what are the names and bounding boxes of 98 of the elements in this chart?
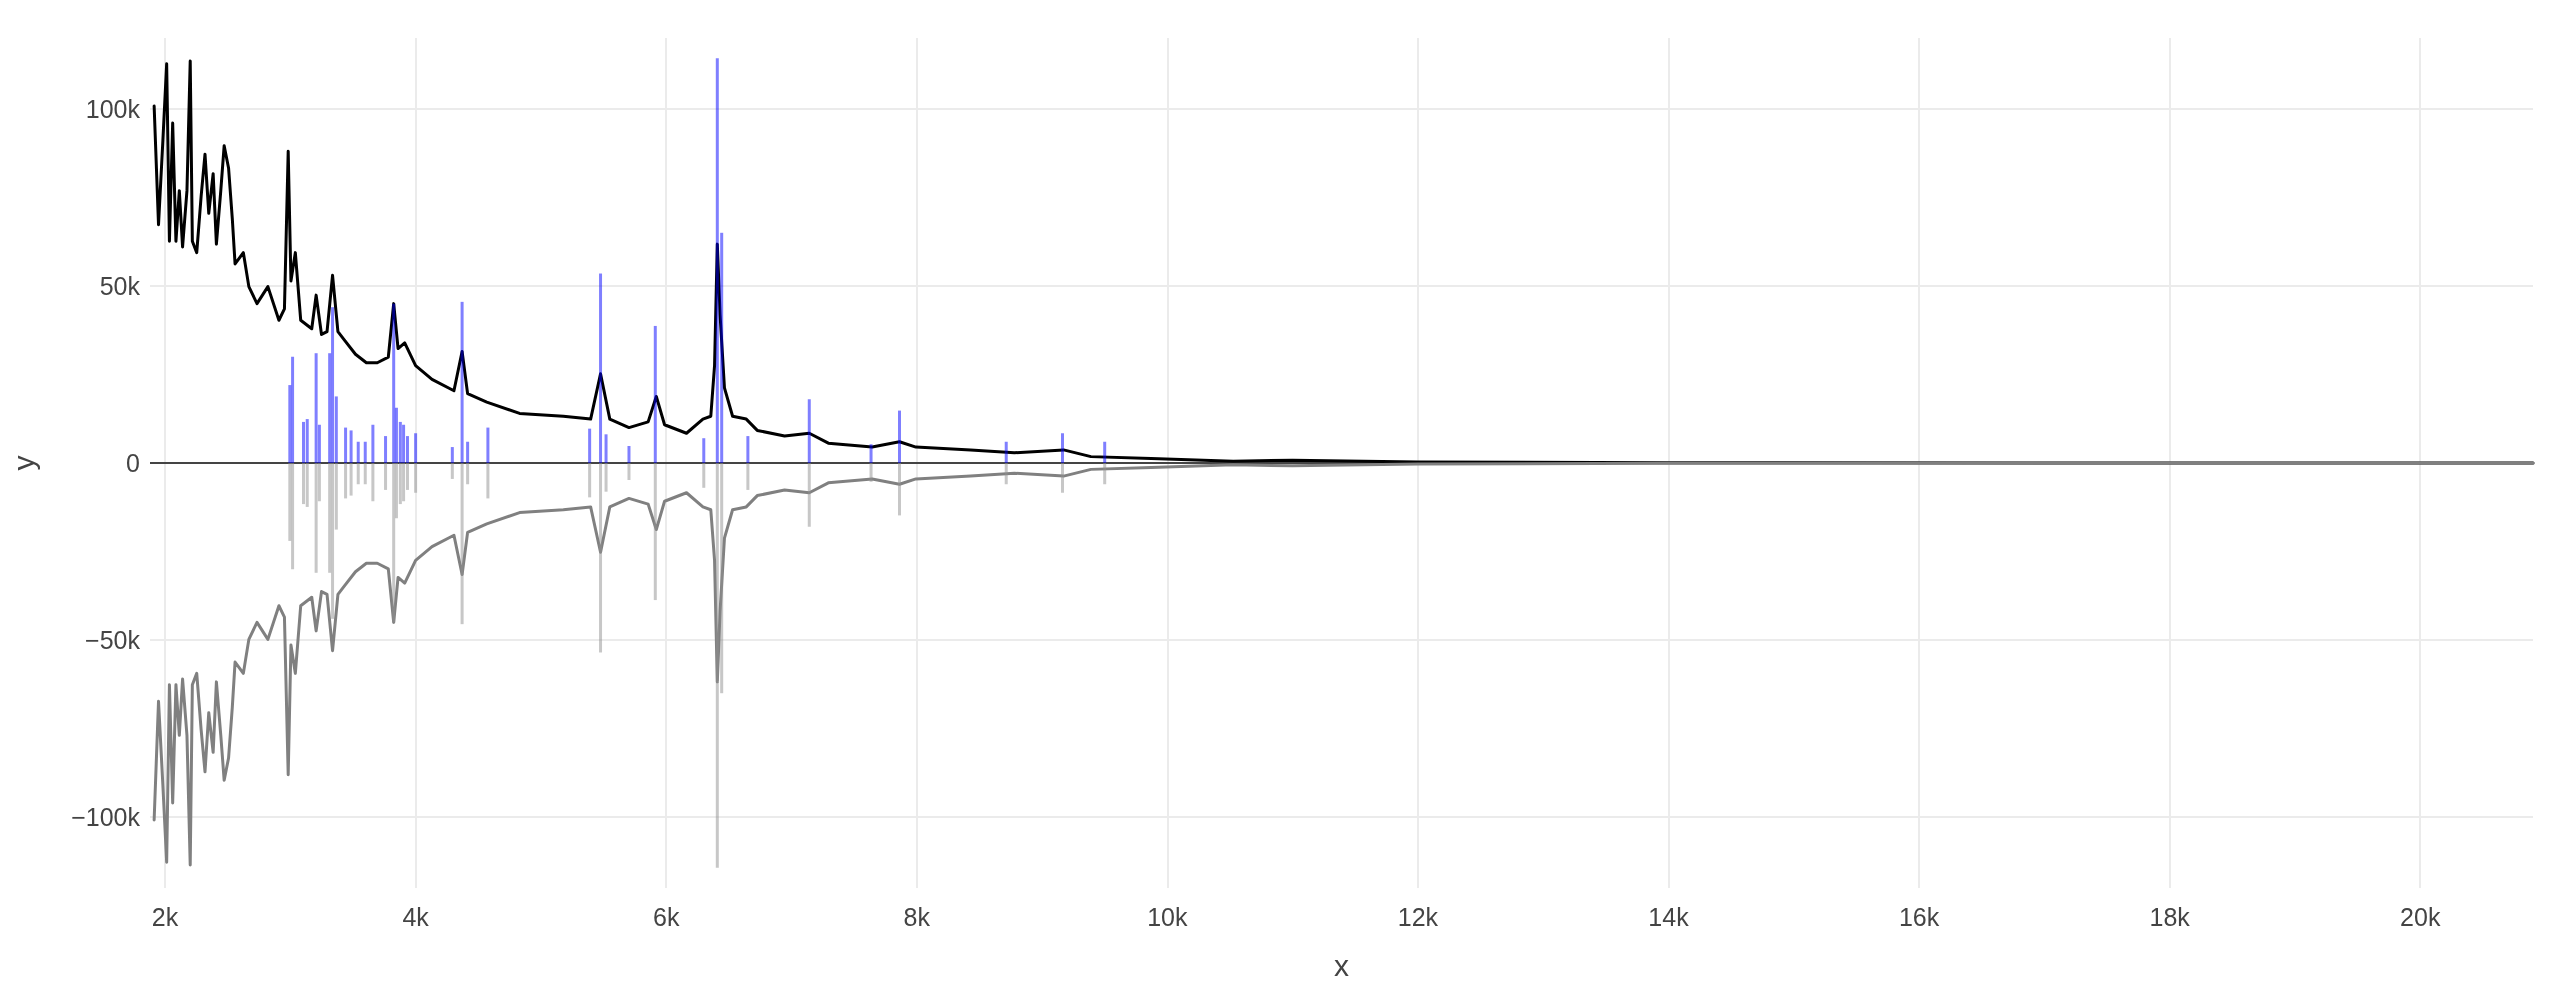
y-tick-label: −100k [71,803,141,832]
x-tick-label: 14k [1648,902,1690,931]
bar [349,463,353,496]
bar [807,399,811,463]
bar [466,441,470,463]
bar [869,463,873,482]
bar [807,463,811,527]
bar [460,301,464,463]
bar [334,396,338,463]
bar [314,463,318,573]
x-tick-label: 18k [2149,902,2191,931]
bar [291,356,295,463]
x-tick-label: 4k [402,902,430,931]
bar [897,410,901,463]
bar [627,446,631,463]
bar [402,463,406,502]
bar [1004,441,1008,463]
bar [288,385,292,463]
bar [599,463,603,653]
bar [599,273,603,463]
bar [627,463,631,480]
x-tick-label: 20k [2400,902,2441,931]
y-tick-label: 100k [85,94,141,123]
bar [588,463,592,498]
bar [363,441,367,463]
bar [291,463,295,570]
bar [344,463,348,499]
bar [398,421,402,463]
bar [384,463,388,490]
bar [604,434,608,463]
x-tick-label: 16k [1898,902,1940,931]
bar [371,463,375,502]
x-tick-label: 8k [903,902,931,931]
y-tick-label: 50k [99,271,141,300]
bar [288,463,292,541]
y-axis-title: y [6,455,40,471]
bar [363,463,367,485]
bar [301,463,305,505]
bar [414,433,418,463]
bar [384,436,388,463]
x-axis-title: x [1334,948,1349,982]
bar [405,463,409,490]
bar [394,463,398,519]
bar [371,424,375,463]
bar [314,353,318,463]
x-tick-label: 6k [652,902,680,931]
bar [486,463,490,499]
bar [715,58,719,463]
x-tick-label: 2k [151,902,179,931]
bar [702,438,706,463]
bar [869,444,873,463]
bar [349,430,353,463]
bar [1004,463,1008,485]
bar [414,463,418,493]
bar [460,463,464,625]
bar [317,463,321,502]
bar [328,353,332,463]
bar [466,463,470,485]
bar [604,463,608,492]
bar [356,441,360,463]
bar [305,419,309,463]
bar [328,463,332,573]
bar [1103,441,1107,463]
bar [392,463,396,623]
x-tick-label: 10k [1147,902,1188,931]
line-series [152,461,2535,867]
bar [1060,463,1064,493]
bar [402,424,406,463]
bar [450,447,454,463]
bar [305,463,309,507]
bar [746,436,750,463]
bar [392,303,396,463]
bar [653,463,657,601]
bar [398,463,402,505]
bar [331,463,335,619]
bar [588,428,592,463]
y-tick-label: −50k [85,626,141,655]
bar [746,463,750,490]
bar [715,463,719,868]
bar [356,463,360,485]
bar [405,436,409,463]
x-tick-label: 12k [1397,902,1439,931]
bar [301,421,305,463]
bar [394,407,398,463]
bar [344,427,348,463]
bar [486,427,490,463]
bar [334,463,338,530]
bar [1060,433,1064,463]
bar [702,463,706,488]
bar [720,463,724,694]
bar [450,463,454,479]
y-tick-label: 0 [126,449,140,477]
bar [331,307,335,463]
bar [897,463,901,516]
bar [317,424,321,463]
bar [653,325,657,463]
bar [720,232,724,463]
bar [1103,463,1107,485]
